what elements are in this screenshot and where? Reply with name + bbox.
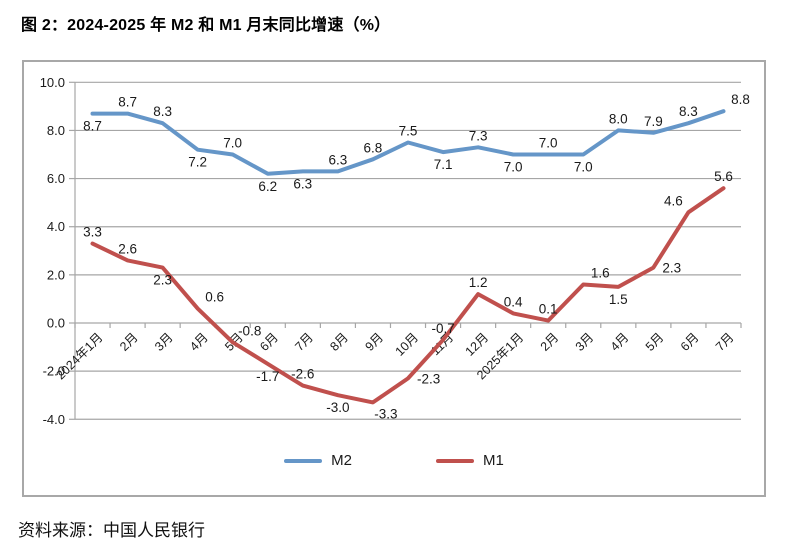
- y-tick-label: -2.0: [43, 364, 65, 379]
- m1-data-label: 2.3: [153, 273, 172, 288]
- m1-data-label: -0.8: [238, 323, 261, 338]
- m2-data-label: 8.8: [731, 92, 750, 107]
- y-tick-label: 4.0: [47, 219, 65, 234]
- m2-data-label: 6.2: [258, 179, 277, 194]
- m2-line: [90, 109, 726, 176]
- m2-data-label: 7.3: [469, 128, 488, 143]
- x-tick-label: 2月: [117, 330, 141, 354]
- m1-data-label: 2.6: [118, 241, 137, 256]
- x-tick-label: 6月: [678, 330, 702, 354]
- m1-data-label: -3.3: [374, 406, 397, 421]
- m2-data-label: 8.7: [83, 119, 102, 134]
- chart-legend: M2 M1: [24, 452, 764, 469]
- m1-data-label: -2.3: [417, 371, 440, 386]
- m2-line-swatch: [284, 458, 323, 463]
- x-tick-label: 12月: [463, 330, 492, 359]
- y-tick-label: 6.0: [47, 171, 65, 186]
- x-tick-label: 9月: [362, 330, 386, 354]
- m1-data-label: -0.7: [431, 321, 454, 336]
- m2-data-label: 7.0: [504, 160, 523, 175]
- m1-data-label: 1.2: [469, 275, 488, 290]
- m2-data-label: 7.0: [223, 136, 242, 151]
- x-tick-label: 10月: [393, 330, 422, 359]
- m2-data-label: 7.1: [434, 157, 453, 172]
- source-text: 资料来源：中国人民银行: [18, 521, 205, 540]
- m1-data-label: 0.1: [539, 302, 558, 317]
- m1-data-label: 0.4: [504, 294, 523, 309]
- m1-data-label: 2.3: [662, 261, 681, 276]
- m2-data-label: 7.0: [574, 160, 593, 175]
- x-tick-label: 3月: [573, 330, 597, 354]
- y-tick-label: 8.0: [47, 123, 65, 138]
- m1-data-label: 3.3: [83, 225, 102, 240]
- m1-data-label: 1.5: [609, 292, 628, 307]
- chart-frame: 10.0 8.0 6.0 4.0 2.0 0.0 -2.0 -4.0 2024年1月 2月 3月 4月…: [22, 60, 766, 497]
- m2-data-label: 6.8: [364, 140, 383, 155]
- legend-item-m1: M1: [436, 452, 504, 469]
- m1-line-swatch: [436, 458, 474, 463]
- m1-data-label: 1.6: [591, 266, 610, 281]
- x-tick-label: 2024年1月: [53, 330, 105, 382]
- x-tick-label: 7月: [713, 330, 737, 354]
- m2-data-label: 7.9: [644, 114, 663, 129]
- m2-data-label: 6.3: [329, 152, 348, 167]
- m1-data-label: -2.6: [291, 367, 314, 382]
- x-tick-label: 4月: [608, 330, 632, 354]
- x-tick-label: 5月: [643, 330, 667, 354]
- x-tick-label: 3月: [152, 330, 176, 354]
- m1-data-label: -1.7: [256, 369, 279, 384]
- x-tick-label: 4月: [187, 330, 211, 354]
- m2-data-label: 7.2: [188, 155, 207, 170]
- y-tick-label: 0.0: [47, 316, 65, 331]
- y-tick-label: -4.0: [43, 412, 65, 427]
- m1-data-label: -3.0: [326, 400, 349, 415]
- m2-data-label: 8.7: [118, 95, 137, 110]
- y-tick-label: 10.0: [40, 75, 65, 90]
- m1-data-label: 0.6: [205, 290, 224, 305]
- figure-title: 图 2：2024-2025 年 M2 和 M1 月末同比增速（%）: [21, 17, 391, 34]
- m1-data-label: 5.6: [714, 169, 733, 184]
- m2-data-label: 8.0: [609, 111, 628, 126]
- m2-data-label: 7.0: [539, 136, 558, 151]
- m2-legend-label: M2: [331, 452, 352, 469]
- y-tick-label: 2.0: [47, 267, 65, 282]
- x-tick-label: 8月: [327, 330, 351, 354]
- m2-data-label: 6.3: [293, 176, 312, 191]
- m1-line: [90, 186, 726, 405]
- m1-legend-label: M1: [483, 452, 504, 469]
- legend-item-m2: M2: [284, 452, 352, 469]
- m1-data-label: 4.6: [664, 193, 683, 208]
- x-tick-label: 2月: [538, 330, 562, 354]
- m2-data-label: 8.3: [153, 104, 172, 119]
- m2-data-label: 7.5: [399, 124, 418, 139]
- chart-svg: 10.0 8.0 6.0 4.0 2.0 0.0 -2.0 -4.0 2024年1月 2月 3月 4月…: [40, 75, 750, 427]
- x-tick-label: 7月: [292, 330, 316, 354]
- m2-data-label: 8.3: [679, 104, 698, 119]
